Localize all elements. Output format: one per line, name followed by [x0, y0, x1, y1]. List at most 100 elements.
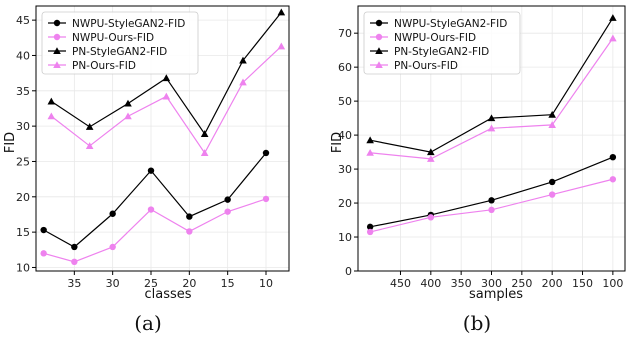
series-line-nwpu-stylegan2-fid	[43, 152, 267, 248]
data-point-pn-ours-fid	[427, 155, 435, 162]
data-point-pn-ours-fid	[366, 148, 374, 156]
data-point-pn-stylegan2-fid	[366, 136, 374, 144]
panel-caption: (b)	[463, 311, 491, 335]
y-tick-label: 70	[338, 27, 352, 40]
data-point-nwpu-stylegan2-fid	[186, 213, 193, 220]
data-point-pn-stylegan2-fid	[609, 14, 617, 21]
legend-box	[363, 11, 521, 75]
legend-marker	[375, 47, 383, 55]
data-point-nwpu-ours-fid	[609, 176, 617, 183]
y-axis-label: FID	[3, 132, 18, 153]
data-point-nwpu-stylegan2-fid	[109, 210, 116, 217]
y-tick-label: 0	[345, 265, 352, 278]
panel-caption: (a)	[134, 311, 162, 335]
x-tick-label: 35	[67, 277, 81, 290]
y-tick-label: 25	[16, 155, 30, 168]
legend-label: PN-StyleGAN2-FID	[72, 46, 167, 58]
y-tick-label: 10	[338, 231, 352, 244]
y-axis-label: FID	[330, 132, 345, 153]
data-point-pn-ours-fid	[124, 112, 132, 120]
data-point-nwpu-ours-fid	[71, 258, 78, 266]
x-tick-label: 100	[602, 277, 623, 290]
y-tick-label: 60	[338, 61, 352, 74]
data-point-pn-stylegan2-fid	[162, 74, 171, 82]
x-axis-label: samples	[469, 287, 523, 302]
x-tick-label: 350	[451, 277, 472, 290]
data-point-pn-ours-fid	[162, 92, 171, 100]
chart-panel-a: 35 30 25 20 15 10 10 15 20 25 30 35 40 45 classes FID NW…	[3, 5, 290, 335]
y-tick-label: 35	[16, 85, 30, 98]
legend-marker	[53, 47, 61, 55]
y-tick-label: 50	[338, 95, 352, 108]
x-tick-label: 10	[259, 277, 273, 290]
legend-label: PN-StyleGAN2-FID	[394, 46, 489, 58]
x-tick-label: 150	[572, 277, 593, 290]
y-tick-label: 30	[16, 120, 30, 133]
data-point-nwpu-ours-fid	[488, 206, 495, 214]
legend-label: PN-Ours-FID	[394, 60, 458, 72]
data-point-nwpu-ours-fid	[109, 243, 116, 251]
data-point-nwpu-stylegan2-fid	[224, 196, 231, 203]
y-tick-label: 40	[338, 129, 352, 142]
data-point-pn-stylegan2-fid	[200, 130, 209, 137]
data-point-nwpu-stylegan2-fid	[71, 243, 78, 251]
x-tick-label: 20	[182, 277, 196, 290]
legend-label: NWPU-StyleGAN2-FID	[72, 18, 185, 30]
x-tick-label: 200	[542, 277, 563, 290]
y-tick-label: 20	[16, 191, 30, 204]
y-tick-label: 45	[16, 14, 30, 27]
data-point-nwpu-ours-fid	[147, 206, 155, 213]
data-point-nwpu-stylegan2-fid	[366, 223, 374, 231]
data-point-pn-ours-fid	[85, 142, 94, 149]
series-line-nwpu-ours-fid	[43, 198, 267, 263]
data-point-pn-ours-fid	[277, 42, 286, 50]
data-point-nwpu-ours-fid	[186, 228, 193, 235]
chart-panel-b: 450 400 350 300 250 200 150 100 0 10 20 30 40 50 60 70 s…	[330, 5, 626, 335]
legend-label: NWPU-Ours-FID	[394, 32, 476, 44]
y-tick-label: 40	[16, 49, 30, 62]
data-point-pn-stylegan2-fid	[548, 110, 556, 118]
data-point-pn-ours-fid	[548, 121, 556, 128]
data-point-pn-stylegan2-fid	[277, 8, 286, 16]
legend-marker	[53, 33, 61, 41]
x-tick-label: 30	[106, 277, 120, 290]
y-tick-label: 15	[16, 226, 30, 239]
data-point-pn-stylegan2-fid	[47, 97, 56, 105]
data-point-nwpu-ours-fid	[40, 250, 47, 257]
plot-frame	[35, 5, 290, 272]
data-point-pn-ours-fid	[239, 78, 247, 86]
data-point-pn-ours-fid	[200, 149, 209, 157]
x-tick-label: 300	[481, 277, 502, 290]
y-tick-label: 30	[338, 163, 352, 176]
y-tick-label: 10	[16, 261, 30, 274]
data-point-nwpu-stylegan2-fid	[147, 167, 155, 174]
x-tick-label: 25	[144, 277, 158, 290]
legend-box	[41, 11, 199, 75]
data-point-pn-stylegan2-fid	[427, 148, 435, 156]
legend-label: NWPU-StyleGAN2-FID	[394, 18, 507, 30]
legend-marker	[375, 33, 383, 41]
legend-marker	[53, 19, 61, 27]
data-point-pn-ours-fid	[609, 34, 617, 42]
data-point-pn-stylegan2-fid	[239, 56, 247, 64]
y-tick-label: 20	[338, 197, 352, 210]
legend-label: PN-Ours-FID	[72, 60, 136, 72]
data-point-pn-ours-fid	[47, 112, 56, 120]
data-point-nwpu-ours-fid	[427, 214, 435, 221]
x-tick-label: 250	[511, 277, 532, 290]
legend-marker	[53, 61, 61, 69]
data-point-pn-ours-fid	[487, 124, 496, 132]
data-point-nwpu-stylegan2-fid	[609, 153, 617, 161]
legend-marker	[375, 19, 383, 27]
data-point-nwpu-stylegan2-fid	[40, 226, 47, 234]
data-point-pn-stylegan2-fid	[124, 99, 132, 107]
data-point-pn-stylegan2-fid	[85, 123, 94, 130]
legend-marker	[375, 61, 383, 69]
data-point-nwpu-ours-fid	[224, 208, 231, 215]
data-point-nwpu-ours-fid	[548, 191, 556, 198]
data-point-pn-stylegan2-fid	[487, 114, 496, 122]
data-point-nwpu-stylegan2-fid	[262, 149, 270, 157]
x-axis-label: classes	[144, 287, 191, 302]
x-tick-label: 400	[420, 277, 441, 290]
